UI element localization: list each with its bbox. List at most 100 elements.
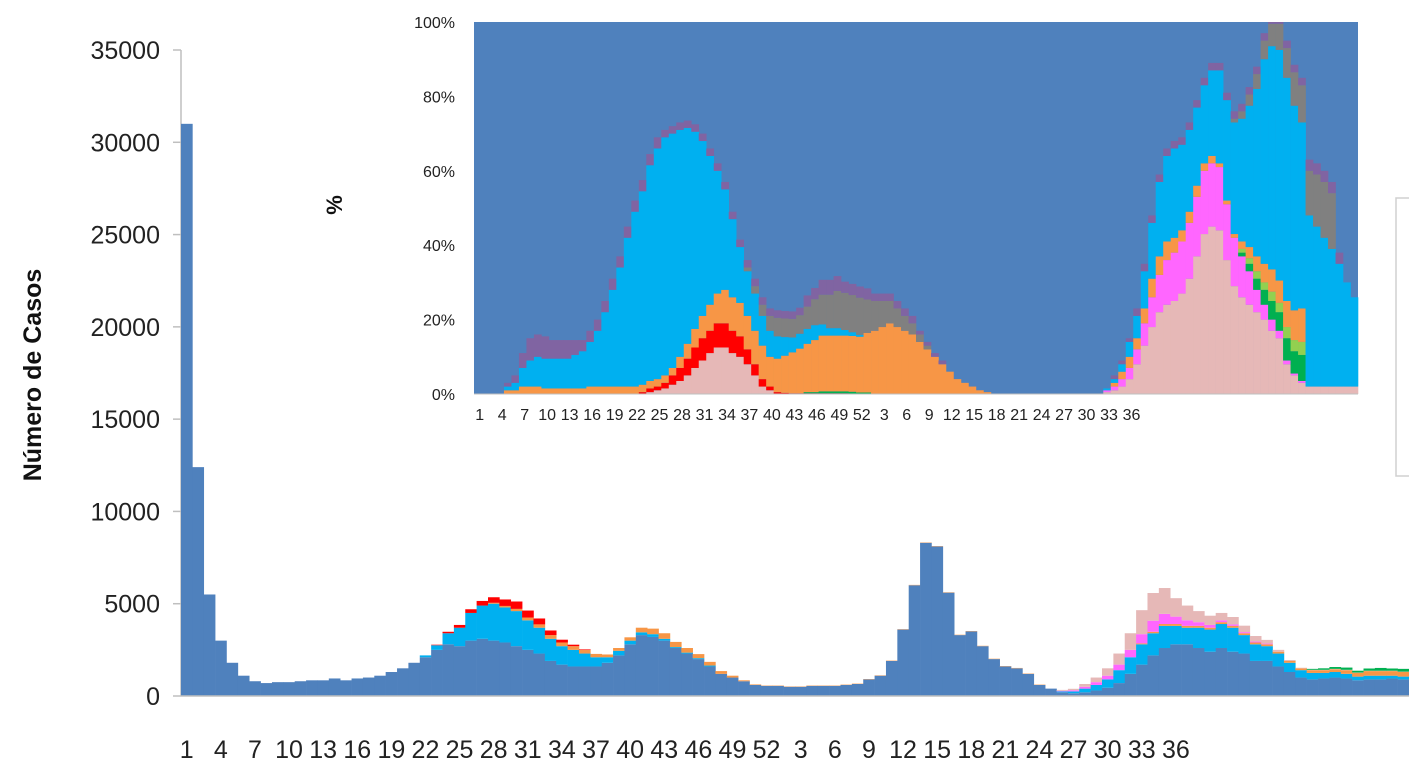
main-bar-segment <box>510 608 523 612</box>
inset-bar-segment <box>503 390 512 394</box>
inset-bar-segment <box>1328 181 1336 194</box>
main-bar-segment <box>556 642 568 647</box>
main-bar-segment <box>1249 641 1262 643</box>
main-bar-segment <box>453 627 466 647</box>
main-bar-segment <box>215 640 227 696</box>
inset-bar-segment <box>698 360 707 394</box>
inset-x-tick-label: 4 <box>498 407 507 424</box>
main-y-tick-label: 10000 <box>90 498 160 526</box>
main-bar-segment <box>431 649 443 696</box>
main-bar-segment <box>1227 651 1239 696</box>
inset-bar-segment <box>945 371 954 394</box>
inset-bar-segment <box>721 189 730 290</box>
main-bar-segment <box>533 653 546 696</box>
main-x-tick-label: 7 <box>248 736 262 761</box>
main-bar-segment <box>1147 631 1160 634</box>
main-bar-segment <box>374 675 386 696</box>
main-bar-segment <box>601 654 614 658</box>
main-bar-segment <box>692 659 705 696</box>
inset-bar-segment <box>623 226 632 238</box>
inset-bar-segment <box>556 358 565 389</box>
main-bar-segment <box>908 585 921 696</box>
inset-bar-segment <box>1275 22 1284 24</box>
inset-x-tick-label: 12 <box>943 407 961 424</box>
inset-bar-segment <box>1103 392 1112 394</box>
inset-bar-segment <box>1320 386 1329 394</box>
inset-bar-segment <box>788 337 797 353</box>
inset-bar-segment <box>638 392 647 394</box>
inset-bar-segment <box>938 360 947 365</box>
main-bar-segment <box>567 666 580 696</box>
inset-bar-segment <box>826 335 834 392</box>
main-bar-segment <box>704 666 716 696</box>
main-bar-segment <box>1090 684 1103 691</box>
inset-bar-segment <box>1245 271 1254 305</box>
inset-bar-segment <box>841 391 849 394</box>
inset-bar-segment <box>826 391 834 394</box>
inset-bar-segment <box>1148 222 1157 279</box>
inset-bar-segment <box>1305 215 1314 387</box>
main-bar-segment <box>1397 676 1409 680</box>
inset-bar-segment <box>826 279 834 295</box>
main-bar-segment <box>1352 672 1364 677</box>
inset-bar-segment <box>751 293 759 331</box>
main-x-tick-label: 22 <box>412 736 440 761</box>
main-bar-segment <box>1192 648 1205 696</box>
main-bar-segment <box>249 681 261 696</box>
inset-bar-segment <box>766 330 774 357</box>
inset-bar-segment <box>781 355 789 393</box>
inset-bar-segment <box>833 290 842 329</box>
inset-bar-segment <box>856 334 864 337</box>
inset-x-tick-label: 6 <box>902 407 911 424</box>
inset-bar-segment <box>826 328 834 336</box>
inset-bar-segment <box>556 388 565 394</box>
inset-bar-segment <box>908 323 917 335</box>
inset-bar-segment <box>833 391 842 394</box>
main-bar-segment <box>1318 668 1330 670</box>
main-bar-segment <box>1158 625 1171 649</box>
inset-x-tick-label: 28 <box>673 407 691 424</box>
inset-bar-segment <box>983 392 992 394</box>
inset-bar-segment <box>1148 297 1157 328</box>
main-bar-segment <box>1329 677 1342 696</box>
inset-bar-segment <box>923 349 932 394</box>
inset-bar-segment <box>758 345 767 380</box>
inset-bar-segment <box>1245 304 1254 394</box>
main-bar-segment <box>203 594 216 696</box>
inset-bar-segment <box>1193 256 1201 394</box>
inset-bar-segment <box>796 348 804 394</box>
inset-bar-segment <box>713 323 722 348</box>
inset-bar-segment <box>578 340 587 352</box>
inset-bar-segment <box>1193 196 1201 257</box>
inset-bar-segment <box>646 154 655 166</box>
main-bar-segment <box>920 542 932 696</box>
inset-bar-segment <box>601 312 610 387</box>
main-bar-segment <box>1215 622 1228 625</box>
main-bar-segment <box>1340 673 1353 679</box>
main-bar-segment <box>465 612 477 641</box>
inset-bar-segment <box>773 317 782 337</box>
main-chart: Número de Casos 0 5000 10000 15000 20000 2500… <box>19 37 1409 761</box>
inset-bar-segment <box>608 278 617 290</box>
main-bar-segment <box>328 678 341 696</box>
main-bar-segment <box>476 605 489 639</box>
inset-bar-segment <box>1253 66 1261 75</box>
main-bar-segment <box>578 653 591 667</box>
inset-bar-segment <box>676 380 685 394</box>
main-bar-segment <box>488 602 500 604</box>
main-bar-segment <box>647 634 659 637</box>
inset-bar-segment <box>706 353 715 394</box>
main-bar-segment <box>624 640 637 645</box>
inset-bar-segment <box>908 334 917 394</box>
main-bar-segment <box>1136 664 1148 696</box>
inset-bar-segment <box>1125 338 1134 342</box>
inset-bar-segment <box>1125 379 1134 394</box>
inset-bar-segment <box>1110 375 1119 380</box>
inset-bar-segment <box>766 356 774 387</box>
inset-bar-segment <box>930 353 939 357</box>
main-bar-segment <box>1329 669 1342 673</box>
inset-bar-segment <box>713 293 722 324</box>
main-bar-segment <box>738 681 750 696</box>
inset-bar-segment <box>691 347 700 368</box>
main-bar-segment <box>1079 686 1091 689</box>
